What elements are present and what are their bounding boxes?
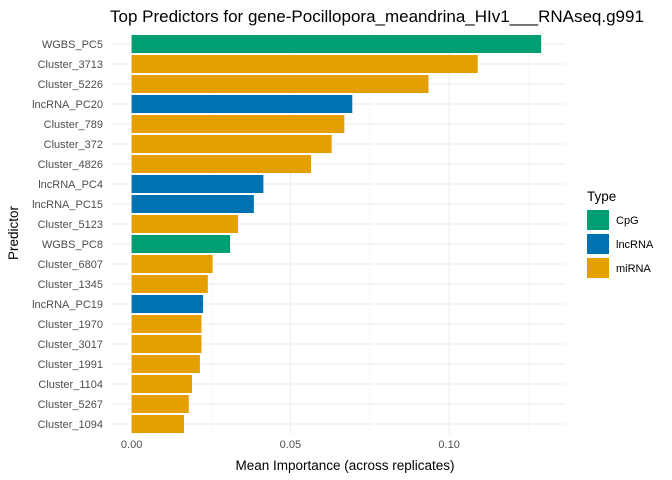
y-tick-label: Cluster_3017 — [38, 339, 103, 351]
x-tick-labels: 0.00 0.05 0.10 — [121, 439, 460, 451]
bar-lncrna-pc15 — [131, 195, 254, 213]
y-tick-label: Cluster_1104 — [38, 379, 103, 391]
y-tick-label: WGBS_PC5 — [42, 39, 103, 51]
bar-cluster-6807 — [131, 255, 213, 273]
y-tick-label: Cluster_4826 — [38, 159, 103, 171]
x-axis-title: Mean Importance (across replicates) — [235, 458, 454, 473]
legend-label-mirna: miRNA — [616, 263, 651, 275]
bars — [131, 35, 542, 433]
y-tick-label: Cluster_6807 — [38, 259, 103, 271]
bar-cluster-5267 — [131, 395, 189, 413]
y-tick-label: lncRNA_PC4 — [38, 179, 103, 191]
bar-cluster-1970 — [131, 315, 202, 333]
legend-key-mirna — [587, 258, 609, 278]
bar-cluster-1991 — [131, 355, 200, 373]
y-tick-labels: WGBS_PC5 Cluster_3713 Cluster_5226 lncRNA_P… — [32, 39, 103, 431]
grid — [111, 34, 565, 434]
x-tick-label: 0.05 — [280, 439, 301, 451]
y-tick-label: Cluster_1991 — [38, 359, 103, 371]
bar-cluster-789 — [131, 115, 345, 133]
y-tick-label: Cluster_5226 — [38, 79, 103, 91]
x-tick-label: 0.00 — [121, 439, 142, 451]
bar-cluster-1104 — [131, 375, 192, 393]
y-tick-label: Cluster_5267 — [38, 399, 103, 411]
y-tick-label: lncRNA_PC15 — [32, 199, 103, 211]
y-tick-label: WGBS_PC8 — [42, 239, 103, 251]
bar-lncrna-pc19 — [131, 295, 204, 313]
bar-lncrna-pc20 — [131, 95, 353, 113]
y-tick-label: Cluster_1970 — [38, 319, 103, 331]
chart-title: Top Predictors for gene-Pocillopora_mean… — [110, 7, 644, 26]
legend-label-cpg: CpG — [616, 215, 639, 227]
y-tick-label: Cluster_5123 — [38, 219, 103, 231]
bar-cluster-1345 — [131, 275, 208, 293]
legend: Type CpG lncRNA miRNA — [587, 189, 654, 278]
bar-cluster-3017 — [131, 335, 202, 353]
bar-cluster-3713 — [131, 55, 478, 73]
y-tick-label: Cluster_372 — [44, 139, 103, 151]
bar-lncrna-pc4 — [131, 175, 264, 193]
legend-label-lncrna: lncRNA — [616, 239, 654, 251]
y-tick-label: lncRNA_PC20 — [32, 99, 103, 111]
legend-key-cpg — [587, 210, 609, 230]
bar-cluster-372 — [131, 135, 332, 153]
legend-title: Type — [587, 189, 616, 204]
y-tick-label: lncRNA_PC19 — [32, 299, 103, 311]
y-tick-label: Cluster_1345 — [38, 279, 103, 291]
y-axis-title: Predictor — [6, 205, 21, 260]
bar-wgbs-pc5 — [131, 35, 542, 53]
bar-cluster-5226 — [131, 75, 429, 93]
bar-cluster-4826 — [131, 155, 312, 173]
y-tick-label: Cluster_1094 — [38, 419, 103, 431]
y-tick-label: Cluster_3713 — [38, 59, 103, 71]
bar-wgbs-pc8 — [131, 235, 231, 253]
bar-cluster-5123 — [131, 215, 238, 233]
y-tick-label: Cluster_789 — [44, 119, 103, 131]
bar-cluster-1094 — [131, 415, 185, 433]
legend-key-lncrna — [587, 234, 609, 254]
x-tick-label: 0.10 — [438, 439, 459, 451]
